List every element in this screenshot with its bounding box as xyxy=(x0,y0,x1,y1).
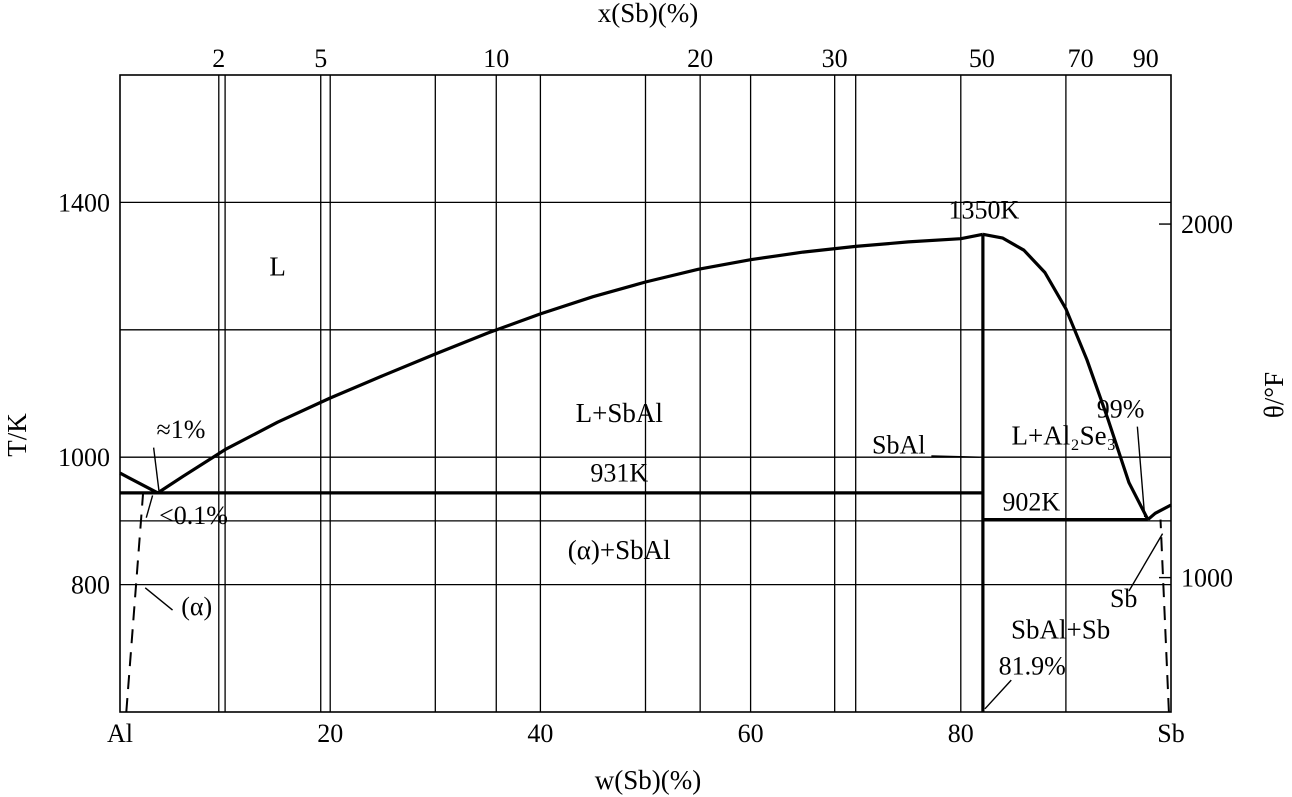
top-tick-label-2: 10 xyxy=(483,44,509,73)
annotation-leaders xyxy=(144,426,1164,710)
y-tick-label-1: 1000 xyxy=(58,443,110,472)
text-labels: L L+SbAl (α)+SbAl SbAl+Sb L+Al₂Se₃ 1350K 931K 9… xyxy=(156,195,1144,680)
top-tick-label-1: 5 xyxy=(314,44,327,73)
annotation-2: 902K xyxy=(1002,488,1060,517)
x-tick-label-1: 20 xyxy=(317,719,343,748)
x-tick-label-0: Al xyxy=(107,719,133,748)
region-label-4: L+Al₂Se₃ xyxy=(1012,420,1117,450)
phase-boundaries xyxy=(119,232,1172,713)
right-axis-title: θ/°F xyxy=(1259,372,1289,418)
leader-line-2 xyxy=(144,587,173,611)
y-tick-label-2: 1400 xyxy=(58,188,110,217)
right-tick-label-1: 1000 xyxy=(1181,564,1233,593)
annotation-6: 99% xyxy=(1097,395,1145,424)
x-tick-label-5: Sb xyxy=(1157,719,1184,748)
annotation-1: 931K xyxy=(590,458,648,487)
tick-labels: Al 20 40 60 80 Sb 800 1000 1400 2 5 10 20 30 50 70 90 200… xyxy=(58,44,1233,748)
annotation-4: <0.1% xyxy=(159,501,228,530)
top-tick-label-6: 70 xyxy=(1068,44,1094,73)
phase-boundary-2 xyxy=(982,232,1150,521)
leader-line-0 xyxy=(152,447,160,491)
leader-line-6 xyxy=(984,679,1012,710)
top-tick-label-5: 50 xyxy=(969,44,995,73)
phase-boundary-3 xyxy=(1146,503,1172,521)
annotation-0: 1350K xyxy=(949,195,1020,224)
solvus-dashed-7 xyxy=(125,492,145,713)
phase-boundary-1 xyxy=(156,232,984,495)
top-tick-label-4: 30 xyxy=(822,44,848,73)
top-tick-label-7: 90 xyxy=(1133,44,1159,73)
right-tick-label-0: 2000 xyxy=(1181,210,1233,239)
annotation-9: 81.9% xyxy=(999,651,1066,680)
top-tick-label-0: 2 xyxy=(212,44,225,73)
annotation-8: Sb xyxy=(1110,584,1137,613)
solvus-dashed-8 xyxy=(1159,519,1170,713)
x-axis-title: w(Sb)(%) xyxy=(595,765,701,795)
annotation-3: ≈1% xyxy=(156,415,205,444)
y-axis-title: T/K xyxy=(2,413,32,457)
annotation-5: (α) xyxy=(181,592,212,621)
annotation-7: SbAl xyxy=(872,430,925,459)
plot-frame xyxy=(119,74,1172,713)
phase-boundary-0 xyxy=(119,471,159,495)
x-tick-label-2: 40 xyxy=(527,719,553,748)
leader-line-3 xyxy=(1136,426,1146,518)
region-label-3: SbAl+Sb xyxy=(1011,615,1110,645)
top-tick-label-3: 20 xyxy=(687,44,713,73)
region-label-0: L xyxy=(269,252,286,282)
top-axis-title: x(Sb)(%) xyxy=(598,0,698,28)
leader-line-5 xyxy=(1128,533,1164,592)
leader-line-1 xyxy=(145,495,154,518)
leader-line-4 xyxy=(931,455,980,458)
region-label-2: (α)+SbAl xyxy=(568,535,671,565)
x-tick-label-4: 80 xyxy=(948,719,974,748)
y-tick-label-0: 800 xyxy=(71,571,110,600)
region-label-1: L+SbAl xyxy=(576,398,663,428)
x-tick-label-3: 60 xyxy=(738,719,764,748)
